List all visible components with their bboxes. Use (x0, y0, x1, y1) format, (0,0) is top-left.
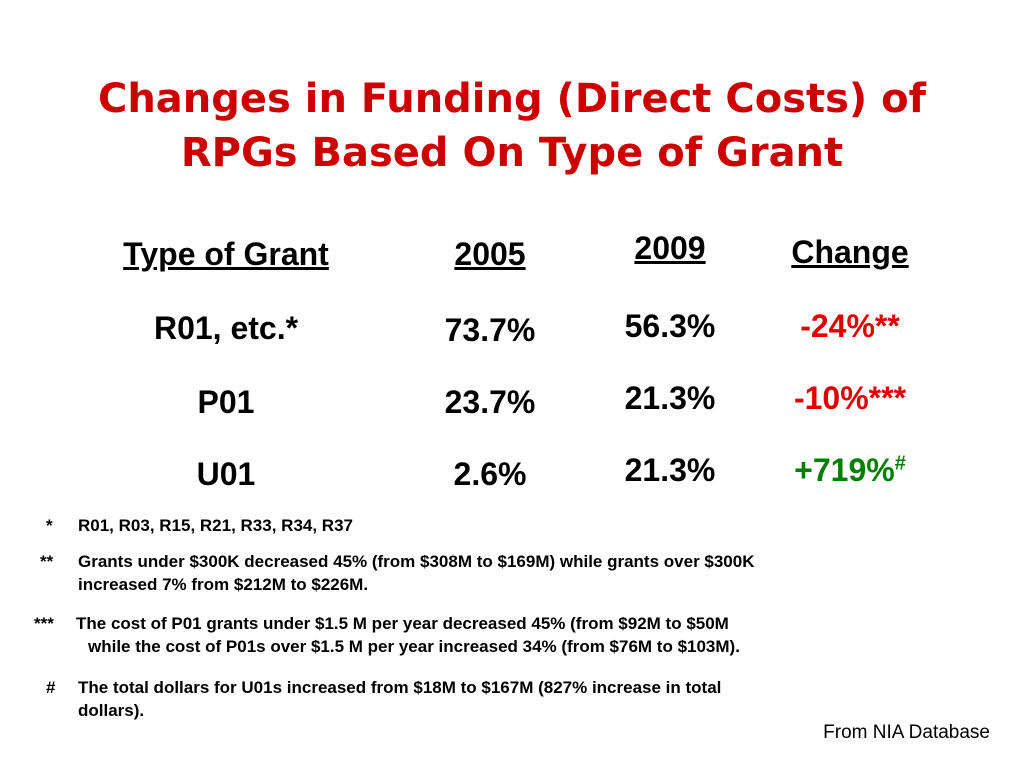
header-type-of-grant: Type of Grant (123, 236, 329, 272)
row-p01-2005: 23.7% (444, 384, 536, 420)
footnote-4-marker: # (46, 678, 56, 697)
row-r01-change: -24%** (800, 308, 900, 344)
footnote-4-line-2: dollars). (78, 701, 145, 720)
footnote-1: * R01, R03, R15, R21, R33, R34, R37 (46, 514, 986, 538)
row-r01-2009: 56.3% (624, 308, 716, 344)
row-u01-2009: 21.3% (624, 452, 716, 488)
footnote-3-line-1: The cost of P01 grants under $1.5 M per … (76, 614, 729, 633)
source-credit: From NIA Database (823, 722, 990, 743)
row-u01-change-value: +719% (794, 452, 895, 488)
footnote-3-marker: *** (34, 614, 54, 633)
footnote-1-marker: * (46, 516, 53, 535)
slide-title: Changes in Funding (Direct Costs) of RPG… (0, 72, 1024, 180)
header-2005: 2005 (454, 236, 526, 272)
footnote-3: *** The cost of P01 grants under $1.5 M … (34, 612, 994, 660)
footnote-2-marker: ** (40, 552, 54, 571)
slide-title-line-1: Changes in Funding (Direct Costs) of (97, 76, 927, 122)
row-r01-2005: 73.7% (444, 312, 536, 348)
row-p01-change: -10%*** (793, 380, 907, 416)
footnote-3-text: The cost of P01 grants under $1.5 M per … (76, 612, 740, 658)
footnote-2-text: Grants under $300K decreased 45% (from $… (78, 550, 755, 596)
row-r01-type: R01, etc.* (153, 310, 299, 346)
header-change: Change (791, 234, 909, 270)
footnote-2: ** Grants under $300K decreased 45% (fro… (40, 550, 1000, 598)
slide-title-line-2: RPGs Based On Type of Grant (180, 130, 844, 176)
footnote-2-line-1: Grants under $300K decreased 45% (from $… (78, 552, 755, 571)
footnote-4: # The total dollars for U01s increased f… (46, 676, 986, 724)
footnote-3-line-2: while the cost of P01s over $1.5 M per y… (88, 637, 740, 656)
footnote-4-text: The total dollars for U01s increased fro… (78, 676, 721, 722)
row-p01-2009: 21.3% (624, 380, 716, 416)
footnote-4-line-1: The total dollars for U01s increased fro… (78, 678, 722, 697)
row-u01-change: +719%# (760, 452, 940, 488)
footnote-1-text: R01, R03, R15, R21, R33, R34, R37 (78, 516, 353, 535)
footnote-2-line-2: increased 7% from $212M to $226M. (78, 575, 369, 594)
row-u01-type: U01 (196, 456, 256, 492)
header-2009: 2009 (634, 230, 706, 266)
row-p01-type: P01 (197, 384, 255, 420)
row-u01-change-footnote-mark: # (894, 452, 906, 475)
row-u01-2005: 2.6% (453, 456, 527, 492)
